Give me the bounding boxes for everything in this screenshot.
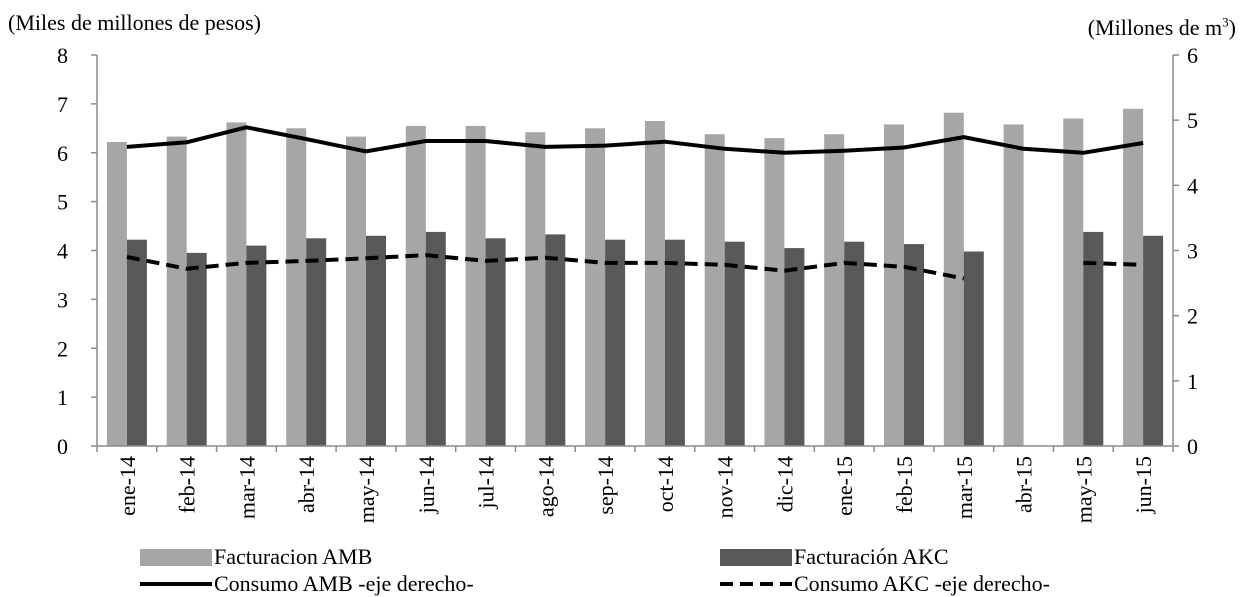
bar-facturacion-amb-abr-14: [286, 128, 307, 447]
bar-facturacion-amb-ene-14: [106, 142, 127, 446]
axes-layer: [91, 54, 1179, 452]
line-consumo-amb: [126, 125, 1144, 155]
x-tick-label-ene-15: ene-15: [832, 456, 857, 516]
legend-label-consumo-akc: Consumo AKC -eje derecho-: [794, 571, 1050, 596]
x-tick-label-sep-14: sep-14: [593, 456, 618, 515]
x-tick-label-abr-15: abr-15: [1012, 456, 1037, 513]
left-tick-label: 0: [57, 434, 68, 459]
left-tick-label: 4: [57, 239, 68, 264]
right-axis-title-text: (Millones de m: [1087, 15, 1223, 40]
bar-facturacion-akc-jun-15: [1143, 235, 1164, 446]
left-tick-label: 3: [57, 287, 68, 312]
left-tick-label: 1: [57, 385, 68, 410]
x-tick-label-jun-15: jun-15: [1131, 456, 1156, 514]
bars-layer: [106, 108, 1164, 447]
bar-facturacion-akc-sep-14: [605, 239, 626, 446]
bar-facturacion-akc-jun-14: [425, 231, 446, 446]
x-tick-label-mar-14: mar-14: [234, 456, 259, 519]
legend-swatch-consumo-akc: [720, 582, 792, 586]
bar-facturacion-amb-feb-15: [884, 124, 904, 447]
x-tick-label-jul-14: jul-14: [474, 456, 499, 510]
x-tick-label-ene-14: ene-14: [115, 456, 140, 516]
right-tick-label: 0: [1187, 434, 1198, 459]
bar-facturacion-akc-jul-14: [485, 238, 506, 446]
bar-facturacion-amb-jun-15: [1123, 108, 1144, 447]
bar-facturacion-akc-ago-14: [545, 234, 566, 446]
bar-facturacion-amb-jul-14: [465, 125, 486, 447]
x-tick-label-ago-14: ago-14: [533, 456, 558, 517]
left-tick-label: 8: [57, 43, 68, 68]
bar-facturacion-amb-jun-14: [405, 125, 426, 447]
bar-facturacion-amb-feb-14: [166, 136, 187, 446]
x-tick-label-may-15: may-15: [1071, 456, 1096, 523]
bar-facturacion-akc-mar-14: [246, 245, 267, 446]
bar-facturacion-amb-may-14: [346, 136, 366, 446]
x-tick-label-oct-14: oct-14: [653, 456, 678, 512]
right-tick-label: 3: [1187, 239, 1198, 264]
tick-labels-layer: 0 1 2 3 4 5 6 7 8 0 1 2 3 4 5 6 ene-14 feb-14 mar-14 abr-14…: [57, 43, 1198, 523]
right-tick-label: 1: [1187, 369, 1198, 394]
x-tick-label-may-14: may-14: [354, 456, 379, 523]
bar-facturacion-amb-dic-14: [764, 138, 785, 446]
line-consumo-akc-segment-1: [126, 253, 965, 281]
bar-facturacion-amb-sep-14: [585, 128, 606, 447]
legend-facturacion-amb: Facturacion AMB: [140, 546, 372, 568]
bar-facturacion-akc-may-15: [1083, 231, 1104, 446]
right-tick-label: 6: [1187, 43, 1198, 68]
left-tick-label: 7: [57, 92, 68, 117]
bar-facturacion-amb-mar-14: [226, 122, 247, 447]
bar-facturacion-amb-mar-15: [943, 112, 964, 446]
x-tick-label-feb-14: feb-14: [175, 456, 200, 513]
bar-facturacion-akc-ene-14: [126, 239, 147, 446]
x-tick-label-mar-15: mar-15: [952, 456, 977, 519]
legend-swatch-consumo-amb: [140, 582, 212, 586]
left-tick-label: 6: [57, 141, 68, 166]
x-tick-label-abr-14: abr-14: [294, 456, 319, 513]
bar-facturacion-akc-mar-15: [963, 251, 984, 446]
bar-facturacion-amb-ene-15: [824, 134, 845, 446]
right-tick-label: 2: [1187, 304, 1198, 329]
right-axis-title-end: ): [1228, 15, 1236, 40]
bar-facturacion-akc-nov-14: [724, 241, 745, 446]
bar-facturacion-akc-feb-14: [186, 252, 207, 446]
left-axis-title: (Miles de millones de pesos): [8, 10, 261, 35]
lines-layer: [126, 125, 1144, 281]
right-axis-title-sup: 3: [1222, 14, 1229, 30]
right-axis-title: (Millones de m3): [1087, 14, 1236, 40]
bar-facturacion-amb-nov-14: [704, 134, 725, 446]
bar-facturacion-akc-feb-15: [904, 244, 924, 446]
bar-facturacion-akc-dic-14: [784, 248, 805, 446]
legend-label-facturacion-akc: Facturación AKC: [794, 544, 949, 569]
legend-facturacion-akc: Facturación AKC: [720, 546, 949, 568]
line-consumo-akc-segment-2: [1083, 260, 1144, 267]
bar-facturacion-akc-may-14: [366, 235, 386, 446]
x-tick-label-feb-15: feb-15: [892, 456, 917, 513]
legend-label-consumo-amb: Consumo AMB -eje derecho-: [214, 571, 474, 596]
bar-facturacion-akc-oct-14: [664, 239, 685, 446]
bar-facturacion-amb-ago-14: [525, 132, 546, 446]
legend-swatch-facturacion-amb: [140, 548, 212, 566]
bar-facturacion-amb-may-15: [1063, 118, 1084, 446]
legend-swatch-facturacion-akc: [720, 548, 792, 566]
bar-facturacion-amb-oct-14: [644, 121, 665, 446]
x-tick-label-dic-14: dic-14: [772, 456, 797, 512]
bar-facturacion-akc-abr-14: [306, 238, 327, 446]
legend-consumo-akc: Consumo AKC -eje derecho-: [720, 573, 1050, 595]
legend-consumo-amb: Consumo AMB -eje derecho-: [140, 573, 474, 595]
left-tick-label: 2: [57, 336, 68, 361]
x-tick-label-jun-14: jun-14: [414, 456, 439, 514]
bar-facturacion-akc-ene-15: [844, 241, 865, 446]
x-tick-label-nov-14: nov-14: [713, 456, 738, 518]
bar-facturacion-amb-abr-15: [1003, 124, 1024, 447]
left-tick-label: 5: [57, 190, 68, 215]
legend-label-facturacion-amb: Facturacion AMB: [214, 544, 373, 569]
right-tick-label: 4: [1187, 173, 1198, 198]
right-tick-label: 5: [1187, 108, 1198, 133]
